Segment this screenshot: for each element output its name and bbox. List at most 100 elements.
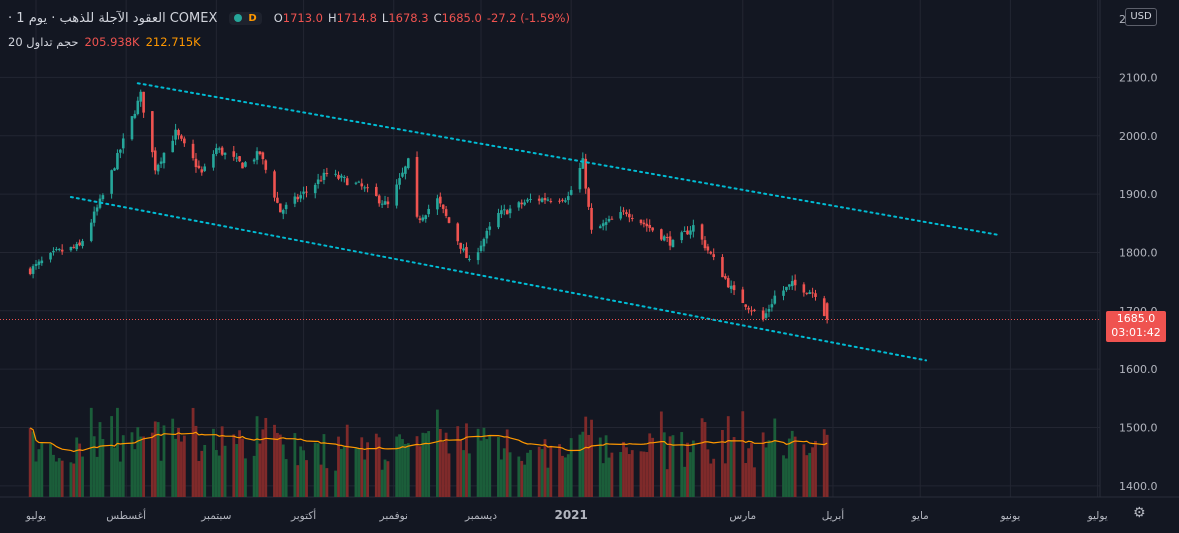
candle-body (296, 196, 300, 200)
volume-ma-line (29, 427, 828, 453)
candle-body (598, 226, 602, 229)
candle-body (215, 148, 218, 155)
volume-bar (398, 434, 401, 497)
volume-bar (34, 461, 38, 497)
volume-bar (302, 450, 305, 497)
gear-icon[interactable]: ⚙ (1133, 505, 1146, 521)
candle-body (630, 217, 634, 220)
y-tick-label: 2100.0 (1119, 71, 1158, 84)
volume-bar (113, 447, 116, 497)
volume-bar (116, 407, 119, 497)
volume-bar (808, 452, 812, 497)
candle-body (232, 151, 236, 157)
volume-bar (485, 439, 489, 497)
volume-bar (444, 432, 448, 497)
volume-bar (299, 446, 303, 497)
candle-body (69, 246, 73, 251)
volume-bar (566, 454, 570, 497)
candle-body (95, 207, 99, 212)
volume-bar (177, 427, 180, 497)
candle-body (261, 152, 265, 160)
candle-body (136, 100, 140, 114)
volume-bar (651, 437, 655, 497)
volume-bar (180, 441, 183, 497)
market-open-icon (234, 14, 243, 22)
volume-bar (703, 422, 707, 497)
candle-body (587, 188, 590, 207)
volume-bar (281, 444, 285, 497)
candle-body (578, 167, 582, 190)
volume-bar (252, 455, 256, 497)
x-tick-label: مارس (729, 510, 756, 522)
candle-body (441, 204, 445, 209)
volume-bar (322, 434, 326, 497)
volume-bar (561, 455, 564, 497)
candle-body (712, 254, 716, 257)
volume-bar (558, 444, 561, 497)
market-status[interactable]: D (229, 11, 262, 25)
candle-body (156, 164, 160, 172)
volume-bar (337, 436, 340, 497)
last-price: 1685.0 (1116, 312, 1156, 325)
volume-bar (54, 461, 58, 497)
candle-body (279, 203, 282, 213)
symbol-title[interactable]: العقود الآجلة للذهب · يوم 1 · (8, 11, 166, 26)
candle-body (191, 143, 195, 159)
volume-bar (217, 455, 221, 497)
volume-bar (360, 437, 364, 497)
candle-body (377, 195, 381, 204)
volume-bar (153, 421, 157, 497)
candle-body (180, 135, 183, 139)
candle-body (761, 310, 765, 320)
volume-bar (223, 445, 227, 497)
candle-body (177, 129, 180, 136)
volume-legend[interactable]: 20 حجم تداول 205.938K 212.715K (8, 35, 201, 49)
candle-body (700, 224, 704, 240)
close-value: 1685.0 (441, 11, 482, 25)
volume-bar (584, 416, 588, 497)
volume-bar (427, 431, 431, 497)
volume-bar (383, 459, 387, 497)
currency-button[interactable]: USD (1125, 8, 1157, 26)
volume-bar (569, 438, 573, 497)
x-tick-label: يوليو (1087, 510, 1108, 522)
volume-bar (683, 466, 687, 497)
volume-bar (662, 432, 666, 497)
candle-body (709, 251, 713, 254)
candle-body (622, 210, 625, 212)
candle-body (52, 250, 55, 253)
volume-bar (587, 434, 591, 497)
volume-bar (456, 426, 460, 497)
candle-body (424, 215, 428, 220)
volume-bar (529, 450, 532, 497)
volume-bar (395, 436, 399, 497)
volume-bar (75, 437, 79, 497)
volume-label: 20 حجم تداول (8, 35, 79, 49)
volume-bar (325, 468, 329, 497)
volume-bar (462, 450, 465, 497)
candle-body (366, 187, 369, 189)
ohlc-values: O1713.0 H1714.8 L1678.3 C1685.0 -27.2 (-… (273, 11, 570, 25)
volume-bar (121, 435, 125, 497)
candle-body (648, 225, 652, 228)
candle-body (546, 199, 550, 201)
volume-bar (81, 456, 84, 497)
candle-body (732, 285, 736, 291)
candle-body (569, 190, 573, 195)
candle-body (386, 201, 390, 205)
volume-bar (418, 446, 422, 497)
volume-bar (476, 428, 480, 497)
candle-body (642, 222, 646, 225)
separator: · (47, 10, 56, 26)
candle-body (49, 252, 52, 260)
candle-body (151, 111, 154, 153)
candle-body (476, 252, 480, 261)
volume-bar (488, 435, 492, 497)
volume-bar (502, 448, 506, 497)
candle-body (34, 263, 38, 266)
volume-bar (563, 457, 567, 497)
candle-body (133, 113, 137, 118)
candle-body (162, 152, 166, 164)
